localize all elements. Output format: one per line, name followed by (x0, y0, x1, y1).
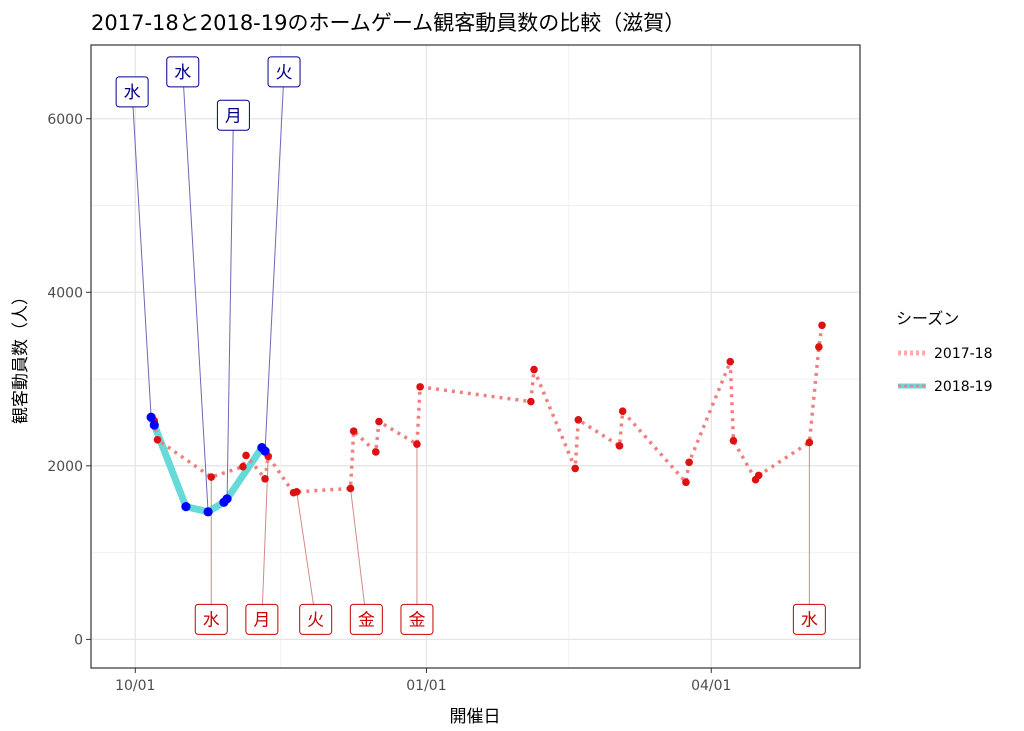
annotation-label-0: 水 (124, 83, 141, 103)
series-line-2017-18 (152, 325, 824, 495)
annotation-box-1 (166, 56, 200, 88)
y-axis-title: 観客動員数（人） (11, 288, 31, 424)
legend-label-2017-18: 2017-18 (934, 346, 993, 362)
annotation-box-9 (792, 603, 826, 635)
y-tick-label: 2000 (47, 459, 83, 475)
point-2017-18-1 (153, 435, 162, 444)
point-2018-19-1 (149, 420, 159, 430)
point-2018-19-7 (260, 446, 270, 456)
annotation-connector-6 (296, 491, 317, 620)
point-2017-18-18 (574, 416, 583, 424)
point-2017-18-16 (530, 365, 538, 374)
grid (91, 45, 860, 668)
point-2017-18-8 (292, 488, 301, 496)
point-2017-18-19 (615, 442, 624, 450)
point-2017-18-17 (571, 464, 579, 473)
annotation-connector-0 (131, 91, 152, 418)
annotation-label-7: 金 (358, 610, 375, 630)
annotation-connector-1 (182, 71, 209, 512)
annotation-labels: 水水月火水月火金金水 (115, 56, 826, 635)
point-2017-18-2 (207, 473, 216, 481)
point-2017-18-10 (349, 427, 358, 435)
point-2017-18-3 (239, 462, 247, 471)
point-2017-18-24 (729, 436, 738, 445)
annotation-box-4 (194, 603, 228, 635)
y-tick-label: 4000 (47, 285, 83, 301)
annotation-connector-3 (264, 71, 285, 452)
annotation-lines (131, 71, 810, 620)
plot-background (91, 45, 860, 668)
chart-title: 2017-18と2018-19のホームゲーム観客動員数の比較（滋賀） (91, 11, 685, 35)
point-2017-18-4 (242, 451, 250, 460)
legend: シーズン 2017-18 2018-19 (896, 309, 993, 395)
annotation-box-0 (115, 76, 149, 108)
y-tick-label: 0 (74, 632, 83, 648)
annotation-label-4: 水 (203, 610, 220, 630)
point-2017-18-26 (754, 471, 763, 480)
annotation-box-5 (245, 603, 279, 635)
x-tick-label: 01/01 (406, 678, 446, 694)
point-2018-19-0 (146, 412, 156, 422)
point-2017-18-20 (618, 407, 627, 415)
point-2017-18-13 (413, 440, 421, 448)
annotation-box-7 (349, 603, 383, 635)
point-2017-18-21 (682, 478, 690, 487)
annotation-label-3: 火 (276, 63, 293, 83)
point-2017-18-5 (261, 475, 269, 483)
legend-label-2018-19: 2018-19 (934, 379, 993, 395)
point-2018-19-2 (181, 502, 191, 512)
x-tick-label: 10/01 (115, 678, 155, 694)
annotation-label-8: 金 (408, 610, 425, 630)
annotation-label-1: 水 (174, 63, 191, 83)
point-2018-19-5 (222, 494, 232, 504)
plot-panel-border (90, 44, 861, 669)
point-2017-18-12 (375, 417, 383, 426)
x-tick-label: 04/01 (691, 678, 731, 694)
annotation-connector-5 (261, 456, 269, 620)
axes: 0 2000 4000 6000 10/01 01/01 04/01 (47, 112, 731, 694)
x-axis-title: 開催日 (450, 707, 501, 727)
annotation-box-8 (400, 603, 434, 635)
point-2018-19-3 (203, 507, 213, 517)
annotation-box-6 (299, 603, 333, 635)
point-2017-18-29 (818, 321, 826, 330)
annotation-label-6: 火 (307, 610, 324, 630)
point-2017-18-11 (372, 448, 380, 456)
y-tick-label: 6000 (47, 112, 83, 128)
point-2017-18-23 (726, 357, 735, 366)
annotation-label-9: 水 (801, 610, 818, 630)
annotation-box-2 (216, 99, 250, 131)
point-2017-18-9 (346, 484, 355, 493)
point-2017-18-27 (805, 438, 814, 447)
point-2017-18-22 (685, 458, 693, 467)
annotation-box-3 (267, 56, 301, 88)
point-2017-18-14 (416, 383, 424, 391)
point-2017-18-15 (527, 397, 535, 406)
series-points (146, 321, 826, 517)
annotation-label-5: 月 (253, 610, 270, 630)
point-2017-18-28 (815, 343, 823, 351)
annotation-label-2: 月 (225, 106, 242, 126)
annotation-connector-2 (226, 115, 234, 499)
annotation-connector-7 (350, 488, 367, 620)
legend-title: シーズン (896, 309, 959, 328)
